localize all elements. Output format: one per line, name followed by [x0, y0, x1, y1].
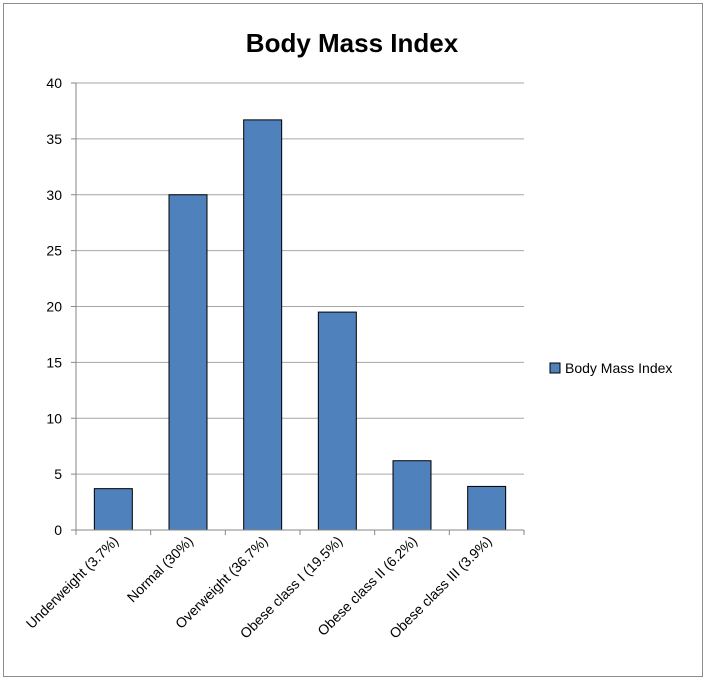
legend-label: Body Mass Index: [565, 360, 672, 376]
chart-title: Body Mass Index: [246, 28, 459, 58]
bar: [243, 119, 283, 531]
legend-swatch: [549, 362, 561, 374]
legend: Body Mass Index: [549, 360, 672, 376]
x-category-label: Normal (30%): [124, 533, 196, 605]
bar: [317, 311, 357, 531]
y-tick-label: 5: [54, 466, 62, 482]
y-tick-label: 30: [46, 187, 62, 203]
bar: [93, 488, 133, 531]
bar: [392, 460, 432, 531]
y-tick-label: 25: [46, 243, 62, 259]
bar: [168, 194, 208, 531]
y-tick-label: 0: [54, 522, 62, 538]
y-tick-label: 10: [46, 410, 62, 426]
y-tick-label: 20: [46, 299, 62, 315]
bars: [93, 119, 507, 531]
x-axis: Underweight (3.7%) Normal (30%)Overweight…: [23, 529, 525, 642]
grid-lines: [76, 82, 524, 475]
bar: [467, 485, 507, 531]
y-axis: 0 5 10 15 20 25 30 35 40: [46, 75, 77, 538]
x-category-label: Underweight (3.7%): [23, 533, 122, 632]
y-tick-label: 35: [46, 131, 62, 147]
y-tick-label: 15: [46, 354, 62, 370]
y-tick-label: 40: [46, 75, 62, 91]
